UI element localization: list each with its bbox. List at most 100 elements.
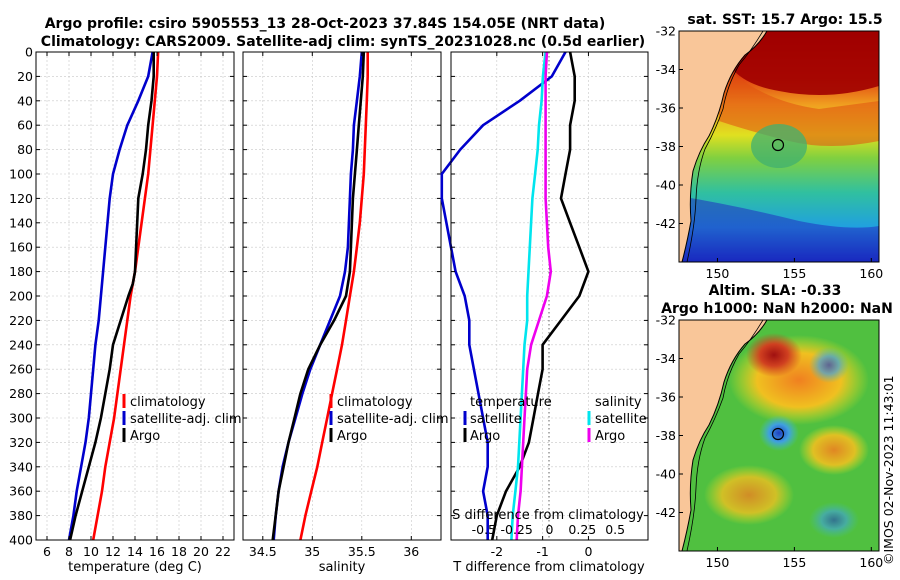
map-x-tick-label: 150	[706, 266, 730, 281]
s-difference-axis-label: S difference from climatology	[452, 508, 644, 523]
y-tick-label: 0	[25, 45, 33, 60]
sst-float-marker	[771, 138, 785, 152]
x-tick-label: 36	[403, 544, 419, 559]
legend-argo-label: Argo	[337, 429, 367, 444]
y-tick-label: 380	[9, 508, 33, 523]
y-tick-label: 100	[9, 167, 33, 182]
x-tick-label: 14	[127, 544, 143, 559]
series-line-argo	[68, 52, 155, 541]
map-y-tick-label: -32	[656, 24, 676, 39]
s-diff-tick-label: 0	[546, 522, 554, 537]
difference-legend-salinity: salinity satellite Argo	[587, 395, 647, 444]
map-y-tick-label: -36	[656, 390, 676, 405]
sla-map-subtitle: Argo h1000: NaN h2000: NaN	[661, 301, 893, 317]
sla-cold-eddy-ne	[809, 347, 849, 383]
temperature-panel: 0 20 40 60 80 100 120 140 160 180 200 220 240 260 280 3…	[9, 45, 241, 576]
x-tick-label: 16	[149, 544, 165, 559]
x-tick-label: 10	[83, 544, 99, 559]
temperature-xlabel: temperature (deg C)	[68, 560, 202, 575]
difference-xlabel: T difference from climatology	[452, 560, 645, 575]
sla-warm-eddy	[746, 333, 802, 377]
legend-s-argo-label: Argo	[595, 429, 625, 444]
series-line-climatology	[91, 51, 160, 541]
map-y-tick-label: -42	[656, 216, 676, 231]
sst-cool-eddy	[751, 124, 807, 168]
x-tick-label: -2	[491, 544, 503, 559]
y-tick-label: 220	[9, 313, 33, 328]
difference-legend-temperature: temperature satellite Argo	[463, 395, 552, 444]
map-y-tick-label: -34	[656, 351, 676, 366]
x-tick-label: 12	[105, 544, 121, 559]
legend-climatology-label: climatology	[337, 395, 413, 410]
y-tick-label: 160	[9, 240, 33, 255]
map-y-tick-label: -42	[656, 505, 676, 520]
legend-salinity-header: salinity	[595, 395, 642, 410]
legend-satellite-label: satellite-adj. clim	[337, 412, 449, 427]
series-line-salinity-argo	[515, 51, 553, 541]
y-tick-label: 80	[17, 142, 33, 157]
s-diff-tick-label: 0.25	[568, 522, 596, 537]
map-x-tick-label: 150	[706, 555, 730, 570]
y-tick-label: 180	[9, 264, 33, 279]
map-y-tick-label: -36	[656, 101, 676, 116]
y-tick-label: 40	[17, 93, 33, 108]
sla-cold-eddy-float	[759, 415, 799, 451]
legend-temperature-header: temperature	[470, 395, 552, 410]
legend-s-satellite-label: satellite	[595, 412, 647, 427]
legend-satellite-label: satellite-adj. clim	[130, 412, 242, 427]
sla-map-title: Altim. SLA: -0.33	[709, 283, 842, 299]
y-tick-label: 300	[9, 411, 33, 426]
figure-title-line2: Climatology: CARS2009. Satellite-adj cli…	[41, 34, 645, 50]
y-tick-label: 200	[9, 289, 33, 304]
y-tick-label: 280	[9, 386, 33, 401]
series-line-argo	[271, 51, 366, 541]
sst-isobath	[686, 31, 764, 262]
sst-warm-core	[719, 31, 879, 95]
map-y-tick-label: -40	[656, 467, 676, 482]
y-tick-label: 320	[9, 435, 33, 450]
sla-high-east	[799, 425, 869, 475]
x-tick-label: 8	[65, 544, 73, 559]
salinity-legend: climatology satellite-adj. clim Argo	[329, 394, 449, 444]
sla-isobath	[686, 320, 764, 551]
x-tick-label: 34.5	[249, 544, 277, 559]
map-y-tick-label: -32	[656, 313, 676, 328]
sst-warm-band	[719, 61, 879, 146]
salinity-xlabel: salinity	[319, 560, 366, 575]
x-tick-label: 35	[304, 544, 320, 559]
imos-watermark: ©IMOS 02-Nov-2023 11:43:01	[881, 375, 896, 565]
legend-t-satellite-label: satellite	[470, 412, 522, 427]
sst-map-title: sat. SST: 15.7 Argo: 15.5	[687, 12, 882, 28]
y-tick-label: 140	[9, 215, 33, 230]
map-x-tick-label: 155	[782, 555, 806, 570]
temperature-legend: climatology satellite-adj. clim Argo	[122, 394, 242, 444]
x-tick-label: 18	[171, 544, 187, 559]
x-tick-label: 35.5	[348, 544, 376, 559]
x-tick-label: 20	[193, 544, 209, 559]
sst-cold-south	[679, 196, 879, 262]
series-line-satellite-adj-clim	[67, 51, 154, 541]
y-tick-label: 240	[9, 337, 33, 352]
difference-panel: -2 -1 0 T difference from climatology S di…	[440, 51, 649, 575]
series-line-climatology	[299, 52, 370, 541]
map-y-tick-label: -40	[656, 178, 676, 193]
legend-t-argo-label: Argo	[470, 429, 500, 444]
series-line-salinity-satellite	[510, 51, 547, 541]
s-diff-tick-label: -0.25	[500, 522, 532, 537]
x-tick-label: 0	[584, 544, 592, 559]
figure-title-line1: Argo profile: csiro 5905553_13 28-Oct-20…	[45, 16, 606, 32]
y-tick-label: 260	[9, 362, 33, 377]
map-y-tick-label: -38	[656, 428, 676, 443]
map-x-tick-label: 160	[859, 555, 883, 570]
sla-map: 150 155 160 -32 -34 -36 -38 -40 -42	[656, 313, 884, 571]
map-x-tick-label: 155	[782, 266, 806, 281]
salinity-panel: 34.5 35 35.5 36 salinity climatology satell…	[242, 51, 449, 575]
y-tick-label: 340	[9, 459, 33, 474]
y-tick-label: 120	[9, 191, 33, 206]
sla-high-south	[704, 465, 794, 525]
sla-cold-eddy-se	[809, 502, 859, 538]
y-tick-label: 20	[17, 69, 33, 84]
y-tick-label: 360	[9, 484, 33, 499]
map-x-tick-label: 160	[859, 266, 883, 281]
